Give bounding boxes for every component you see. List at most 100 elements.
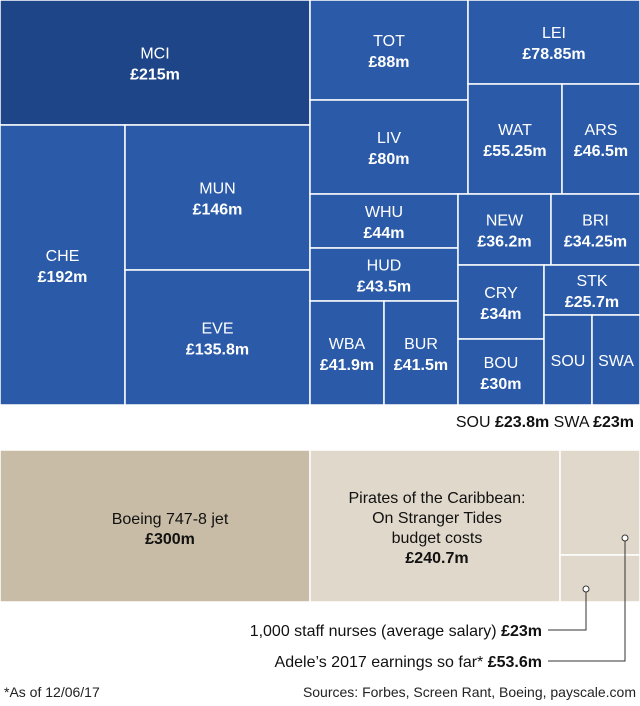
cell-label-mun: MUN	[199, 181, 235, 198]
compare-cell-1-000-staff-nurses-average-sal	[559, 554, 640, 603]
compare-rect-1-000-staff-nurses-average-sal	[559, 554, 640, 603]
cell-lei: LEI £78.85m	[467, 0, 640, 85]
leader-line-adele	[548, 538, 626, 662]
cell-value-eve: £135.8m	[186, 342, 249, 359]
cell-label-hud: HUD	[367, 258, 402, 275]
cell-rect-mun	[124, 124, 311, 271]
cell-value-stk: £25.7m	[565, 294, 619, 311]
cell-value-whu: £44m	[364, 225, 405, 242]
cell-tot: TOT £88m	[309, 0, 469, 101]
small-clubs-values: SOU £23.8m SWA £23m	[456, 414, 634, 431]
callout-label-nurses: 1,000 staff nurses (average salary)	[250, 623, 501, 640]
cell-label-bri: BRI	[582, 213, 609, 230]
cell-label-bou: BOU	[484, 355, 519, 372]
cell-label-new: NEW	[486, 213, 524, 230]
cell-label-swa: SWA	[598, 353, 634, 370]
cell-swa: SWA	[591, 314, 640, 406]
cell-value-cry: £34m	[481, 306, 522, 323]
cell-rect-mci	[0, 0, 311, 126]
cell-value-liv: £80m	[369, 151, 410, 168]
cell-label-ars: ARS	[585, 122, 618, 139]
compare-label-pirates-line-2: On Stranger Tides	[372, 510, 502, 527]
cell-value-bri: £34.25m	[564, 234, 627, 251]
cell-mun: MUN £146m	[124, 124, 311, 271]
cell-value-lei: £78.85m	[522, 46, 585, 63]
cell-rect-che	[0, 124, 126, 406]
cell-rect-liv	[309, 99, 469, 195]
cell-rect-wba	[309, 300, 385, 406]
cell-rect-new	[457, 193, 552, 266]
comparison-treemap: Boeing 747-8 jet £300m Pirates of the Cari…	[0, 449, 640, 603]
compare-label-pirates-line-3: budget costs	[392, 530, 483, 547]
compare-cell-boeing-747-8-jet: Boeing 747-8 jet £300m	[0, 449, 311, 603]
sources: Sources: Forbes, Screen Rant, Boeing, pa…	[303, 684, 636, 700]
leader-line-nurses	[548, 589, 587, 631]
cell-rect-tot	[309, 0, 469, 101]
footnote: *As of 12/06/17	[4, 684, 100, 700]
cell-label-whu: WHU	[365, 204, 403, 221]
cell-rect-sou	[543, 314, 593, 406]
cell-rect-bur	[383, 300, 459, 406]
callout-adele: Adele’s 2017 earnings so far* £53.6m	[275, 654, 542, 671]
compare-rect-pirates-of-the-caribbean-on-st	[309, 449, 561, 603]
cell-wba: WBA £41.9m	[309, 300, 385, 406]
cell-rect-bri	[550, 193, 640, 266]
callout-value-nurses: £23m	[501, 623, 542, 640]
compare-value-boeing: £300m	[145, 531, 195, 548]
cell-rect-ars	[561, 83, 640, 195]
cell-value-wat: £55.25m	[483, 143, 546, 160]
cell-stk: STK £25.7m	[543, 264, 640, 316]
cell-value-che: £192m	[38, 269, 88, 286]
cell-value-new: £36.2m	[477, 234, 531, 251]
cell-rect-lei	[467, 0, 640, 85]
cell-label-tot: TOT	[373, 33, 405, 50]
cell-rect-eve	[124, 269, 311, 406]
cell-value-tot: £88m	[369, 54, 410, 71]
cell-label-bur: BUR	[404, 336, 438, 353]
small-note-value-sou: £23.8m	[495, 414, 549, 431]
leader-dot-nurses	[582, 585, 590, 593]
cell-rect-bou	[457, 338, 545, 406]
cell-rect-wat	[467, 83, 563, 195]
cell-label-wat: WAT	[498, 122, 532, 139]
cell-sou: SOU	[543, 314, 593, 406]
cell-label-cry: CRY	[484, 285, 518, 302]
cell-hud: HUD £43.5m	[309, 247, 459, 302]
callout-label-adele: Adele’s 2017 earnings so far*	[275, 654, 488, 671]
leader-dot-adele	[621, 534, 629, 542]
small-clubs-note: SOU £23.8m SWA £23m	[456, 414, 634, 431]
cell-label-stk: STK	[576, 273, 607, 290]
callout-nurses: 1,000 staff nurses (average salary) £23m	[250, 623, 542, 640]
cell-che: CHE £192m	[0, 124, 126, 406]
compare-value-pirates: £240.7m	[405, 550, 468, 567]
compare-rect-boeing-747-8-jet	[0, 449, 311, 603]
cell-rect-whu	[309, 193, 459, 249]
cell-eve: EVE £135.8m	[124, 269, 311, 406]
cell-label-liv: LIV	[377, 130, 401, 147]
cell-value-ars: £46.5m	[574, 143, 628, 160]
cell-label-eve: EVE	[201, 321, 233, 338]
cell-liv: LIV £80m	[309, 99, 469, 195]
cell-rect-cry	[457, 264, 545, 340]
compare-label-pirates-line-1: Pirates of the Caribbean:	[349, 490, 526, 507]
cell-bur: BUR £41.5m	[383, 300, 459, 406]
cell-label-sou: SOU	[551, 353, 586, 370]
cell-label-che: CHE	[46, 248, 80, 265]
small-note-name-sou: SOU	[456, 414, 495, 431]
cell-value-bur: £41.5m	[394, 357, 448, 374]
cell-value-bou: £30m	[481, 376, 522, 393]
cell-bou: BOU £30m	[457, 338, 545, 406]
club-spending-treemap: MCI £215m CHE £192m MUN £146m EVE £135.8m TOT £88…	[0, 0, 640, 406]
cell-value-wba: £41.9m	[320, 357, 374, 374]
cell-label-mci: MCI	[140, 46, 169, 63]
cell-whu: WHU £44m	[309, 193, 459, 249]
cell-mci: MCI £215m	[0, 0, 311, 126]
cell-value-mun: £146m	[193, 202, 243, 219]
cell-label-lei: LEI	[542, 25, 566, 42]
cell-label-wba: WBA	[329, 336, 366, 353]
cell-cry: CRY £34m	[457, 264, 545, 340]
cell-ars: ARS £46.5m	[561, 83, 640, 195]
cell-rect-hud	[309, 247, 459, 302]
cell-value-mci: £215m	[130, 67, 180, 84]
